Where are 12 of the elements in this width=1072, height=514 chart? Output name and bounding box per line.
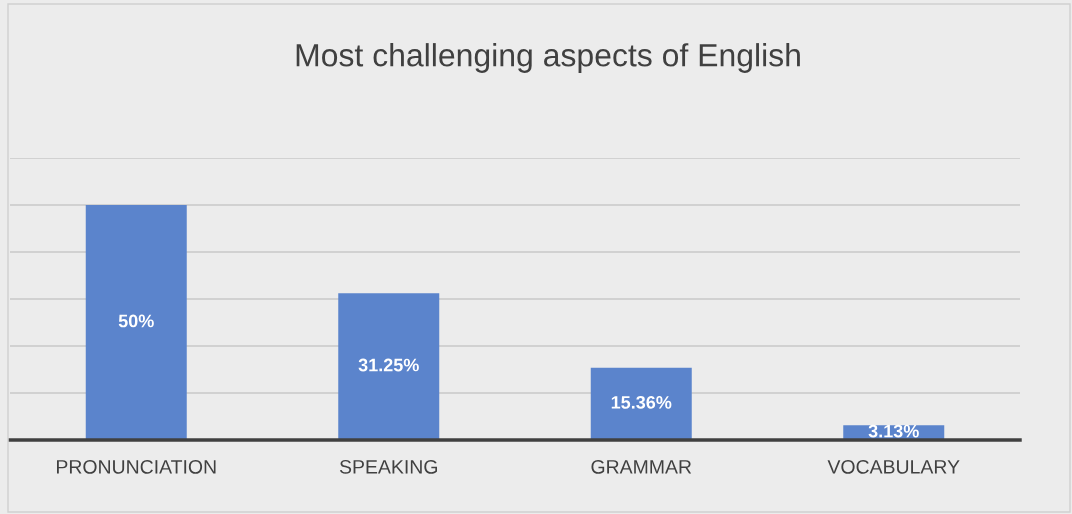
chart-title: Most challenging aspects of English: [296, 43, 800, 73]
x-tick-label: GRAMMAR: [591, 459, 692, 474]
bar: [338, 293, 440, 440]
bar: [590, 367, 692, 440]
x-tick-label: SPEAKING: [339, 459, 437, 474]
data-label: 31.25%: [358, 358, 419, 372]
bar: [85, 205, 187, 440]
x-tick-label: VOCABULARY: [827, 459, 960, 474]
data-label: 3.13%: [868, 424, 919, 438]
data-label: 15.36%: [611, 395, 672, 409]
data-label: 50%: [118, 314, 154, 328]
x-tick-label: PRONUNCIATION: [57, 459, 216, 474]
